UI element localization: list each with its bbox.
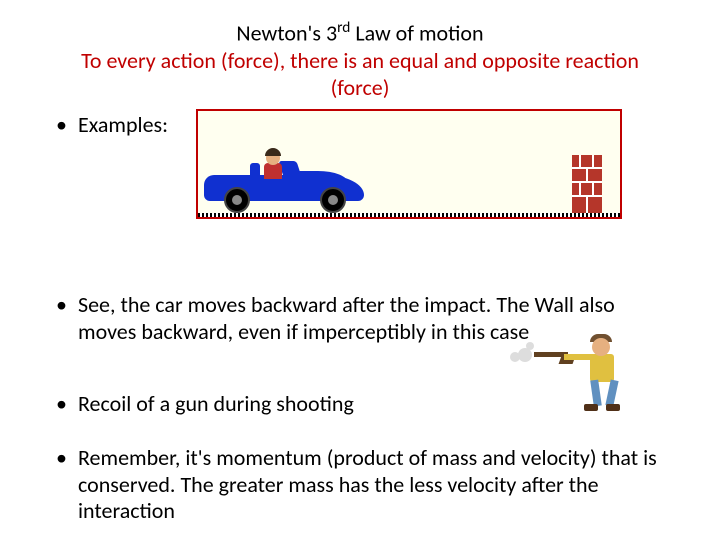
- car-wall-illustration: [196, 109, 622, 219]
- title-line1: Newton's 3rd Law of motion: [50, 18, 670, 47]
- bullet-text: Remember, it's momentum (product of mass…: [78, 445, 670, 524]
- title-line2: To every action (force), there is an equ…: [50, 47, 670, 102]
- road-line-icon: [198, 213, 620, 217]
- car-icon: [204, 153, 364, 213]
- gun-recoil-illustration: [508, 332, 628, 416]
- bullet-dot: •: [50, 292, 78, 318]
- bullet-dot: •: [50, 391, 78, 417]
- shooter-head-icon: [592, 338, 610, 356]
- title-sup: rd: [337, 18, 350, 37]
- title-block: Newton's 3rd Law of motion To every acti…: [50, 18, 670, 102]
- brick-wall-icon: [572, 155, 602, 213]
- bullet-momentum: • Remember, it's momentum (product of ma…: [50, 445, 670, 524]
- title-post: Law of motion: [350, 19, 483, 46]
- bullet-dot: •: [50, 445, 78, 471]
- bullet-dot: •: [50, 112, 78, 138]
- title-pre: Newton's 3: [236, 19, 337, 46]
- shooter-body-icon: [590, 354, 614, 382]
- smoke-icon: [510, 342, 536, 364]
